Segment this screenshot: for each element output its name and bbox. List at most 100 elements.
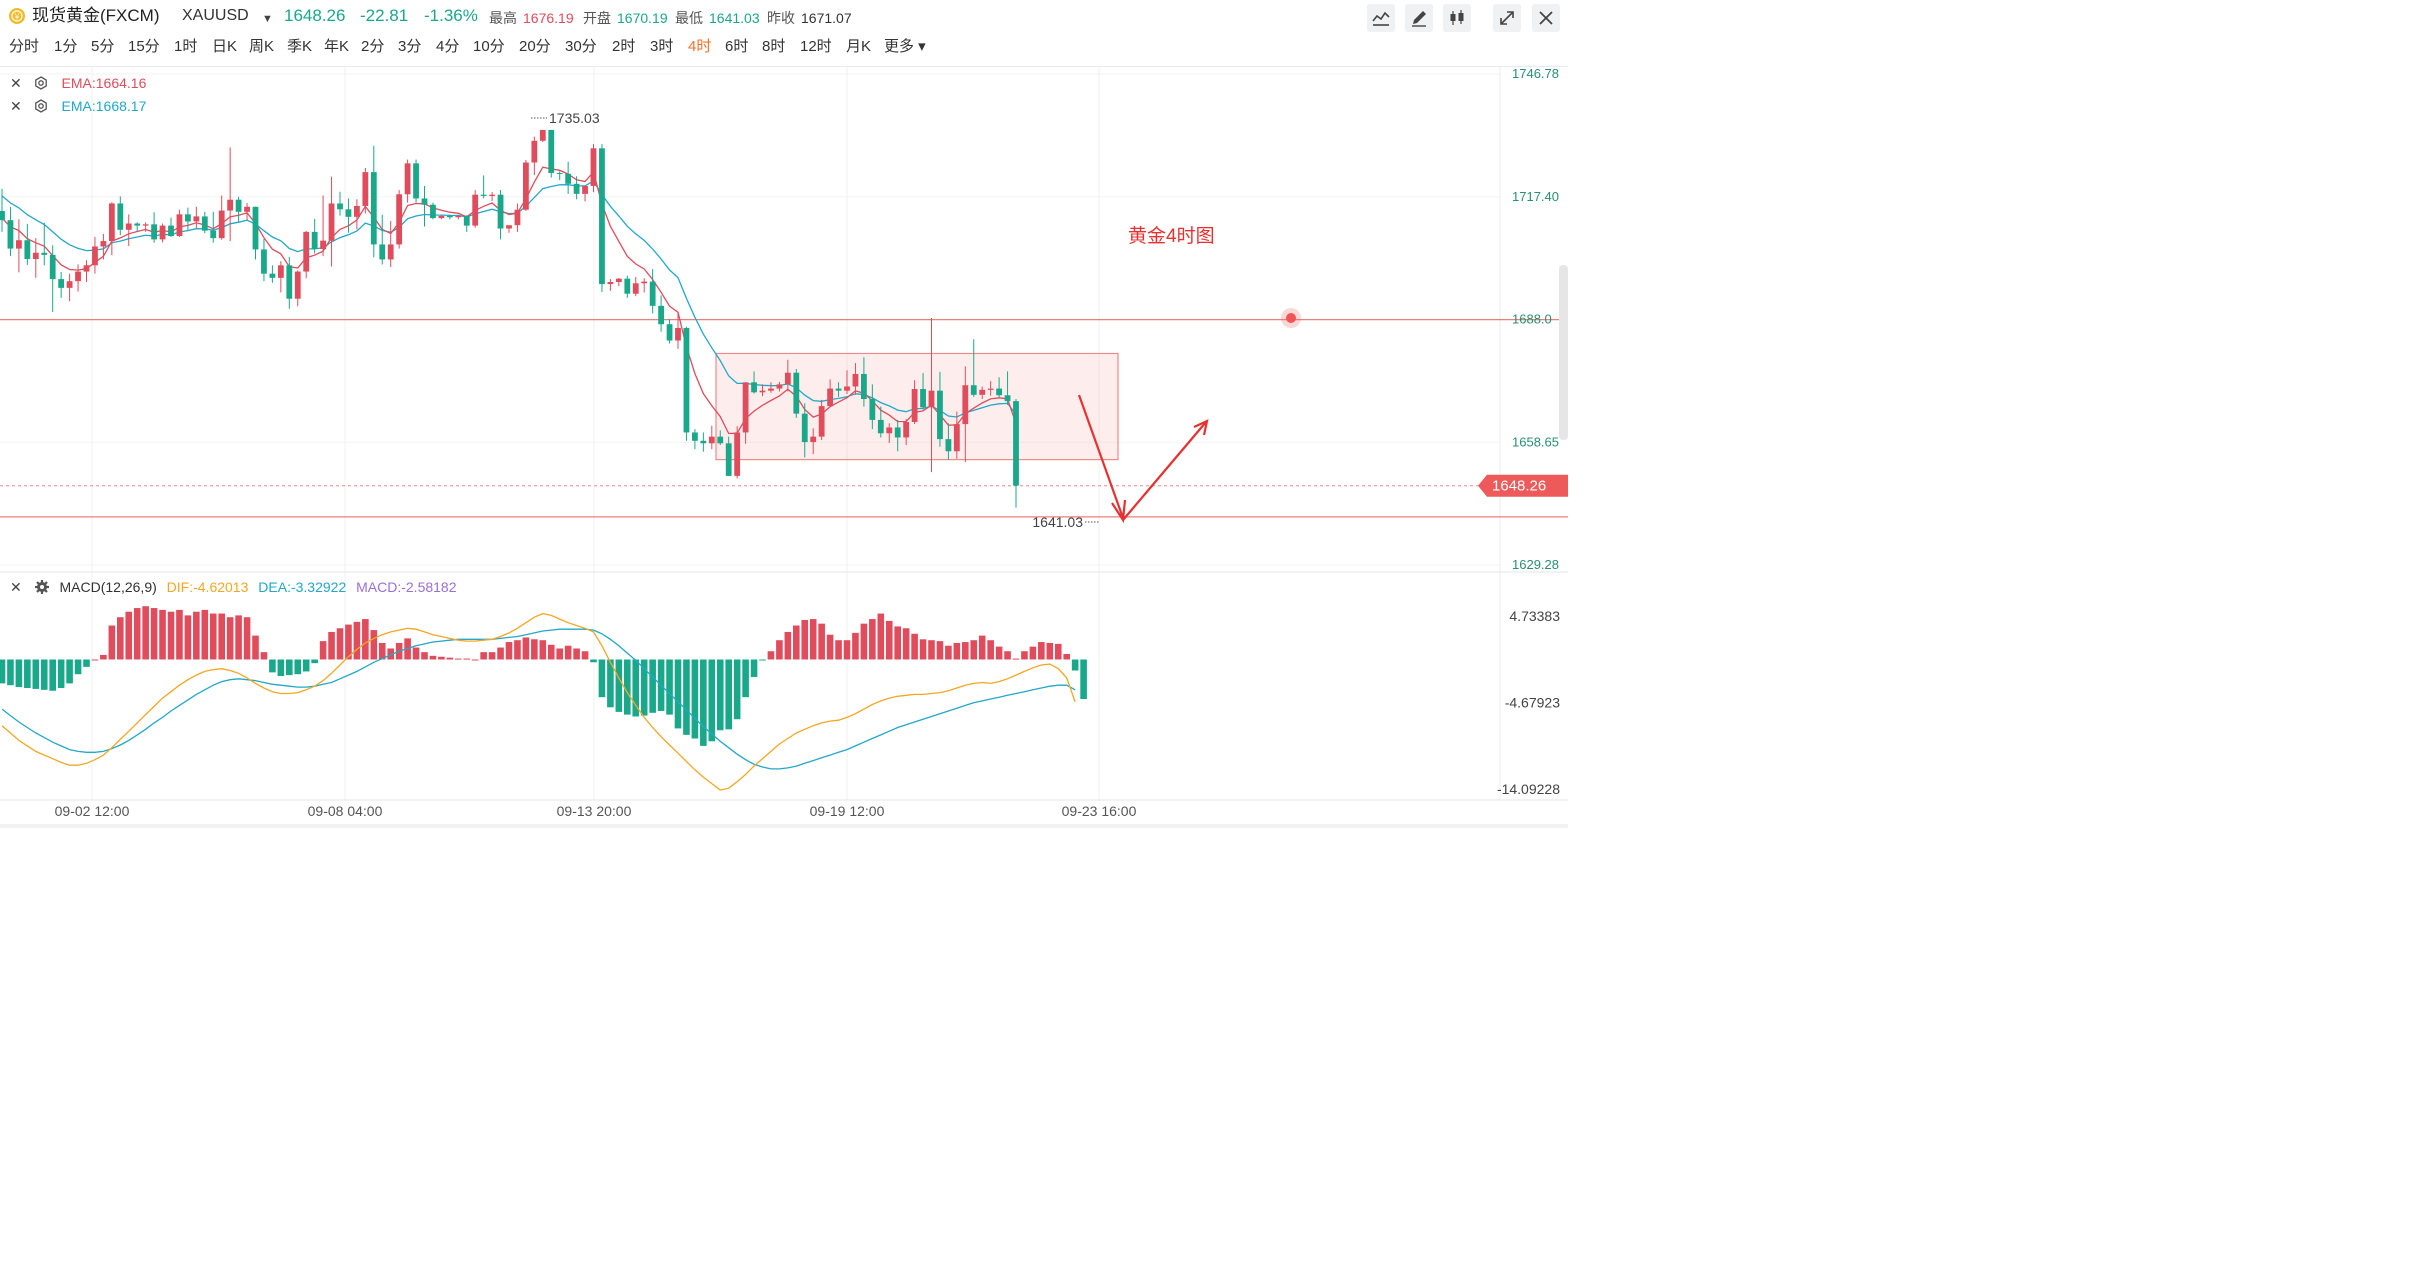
time-tick-0: 09-02 12:00 <box>55 803 130 819</box>
period-tab-3[interactable]: 15分 <box>128 38 160 55</box>
candle-40 <box>337 191 343 216</box>
price-chart[interactable]: 1735.03 1641.03 黄金4时图 1746.78 1717.40 1688.0… <box>0 0 1568 828</box>
expand-icon <box>1500 11 1514 25</box>
period-tab-12[interactable]: 10分 <box>473 38 505 55</box>
candle-body-117 <box>987 388 994 390</box>
remove-ema2-icon[interactable]: ✕ <box>10 98 22 114</box>
candle-body-99 <box>835 388 842 391</box>
candle-body-28 <box>235 199 242 212</box>
candle-body-63 <box>531 140 538 163</box>
period-tab-7[interactable]: 季K <box>287 38 313 55</box>
vertical-scrollbar[interactable] <box>1559 265 1568 440</box>
period-tab-22[interactable]: 更多 ▾ <box>884 38 926 55</box>
candle-29 <box>244 203 250 221</box>
period-tab-15[interactable]: 2时 <box>612 38 636 55</box>
macd-bar-40 <box>336 628 344 660</box>
dif-line <box>1 612 1076 791</box>
instrument-symbol[interactable]: XAUUSD <box>182 7 249 24</box>
candle-body-53 <box>446 215 453 218</box>
macd-plot <box>0 606 1087 791</box>
period-tab-20[interactable]: 12时 <box>800 38 832 55</box>
macd-bar-34 <box>286 659 293 676</box>
period-tab-10[interactable]: 3分 <box>398 38 422 55</box>
period-tab-19[interactable]: 8时 <box>762 38 786 55</box>
time-tick-2: 09-13 20:00 <box>557 803 632 819</box>
macd-bar-23 <box>193 611 200 660</box>
candle-51 <box>430 202 436 220</box>
macd-bar-37 <box>311 659 318 664</box>
macd-bar-66 <box>556 648 563 660</box>
low-value: 1641.03 <box>709 10 760 26</box>
candle-body-90 <box>759 390 766 393</box>
period-tab-2[interactable]: 5分 <box>91 38 115 55</box>
macd-bar-0 <box>0 659 6 684</box>
ema1-value: EMA:1664.16 <box>61 75 147 91</box>
macd-bar-22 <box>184 615 192 660</box>
candle-body-56 <box>472 194 479 226</box>
candle-type-button[interactable] <box>1443 4 1471 32</box>
period-tab-16[interactable]: 3时 <box>650 38 674 55</box>
settings-ema1-icon[interactable] <box>34 75 48 91</box>
candle-73 <box>615 277 622 287</box>
instrument-name[interactable]: 现货黄金(FXCM) <box>32 6 160 25</box>
macd-bar-1 <box>7 659 14 686</box>
macd-bar-53 <box>446 657 454 660</box>
macd-bar-110 <box>928 640 935 660</box>
candle-body-50 <box>421 198 428 205</box>
price-tick-3: 1658.65 <box>1512 434 1559 449</box>
period-tab-13[interactable]: 20分 <box>519 38 551 55</box>
macd-bar-67 <box>564 645 572 660</box>
candle-body-12 <box>100 241 107 247</box>
macd-bar-30 <box>252 635 259 660</box>
candle-65 <box>548 129 555 178</box>
open-label: 开盘 <box>583 10 611 26</box>
fullscreen-button[interactable] <box>1493 4 1521 32</box>
candle-body-78 <box>658 305 664 325</box>
period-tab-11[interactable]: 4分 <box>436 38 460 55</box>
candle-80 <box>675 312 681 349</box>
period-tab-17[interactable]: 4时 <box>688 38 712 55</box>
draw-button[interactable] <box>1405 4 1433 32</box>
indicator-button[interactable] <box>1367 4 1395 32</box>
macd-bar-72 <box>607 659 614 708</box>
candle-body-71 <box>599 148 605 285</box>
period-tab-1[interactable]: 1分 <box>54 38 78 55</box>
candle-75 <box>632 277 639 297</box>
close-chart-button[interactable] <box>1532 4 1560 32</box>
macd-bar-107 <box>902 628 910 660</box>
candle-body-108 <box>911 388 918 423</box>
macd-bar-11 <box>91 659 99 661</box>
settings-macd-icon[interactable] <box>34 579 50 595</box>
candle-110 <box>928 317 935 473</box>
remove-ema1-icon[interactable]: ✕ <box>10 75 22 91</box>
macd-bar-27 <box>226 617 234 660</box>
macd-bar-104 <box>877 613 885 660</box>
macd-bar-120 <box>1012 658 1020 660</box>
candle-47 <box>396 190 403 249</box>
low-label: 最低 <box>675 10 703 26</box>
candle-78 <box>658 295 664 332</box>
symbol-dropdown-icon[interactable]: ▼ <box>262 13 273 25</box>
period-tab-18[interactable]: 6时 <box>725 38 749 55</box>
price-change-percent: -1.36% <box>424 6 478 25</box>
period-tab-21[interactable]: 月K <box>846 38 872 55</box>
candle-body-37 <box>311 231 318 250</box>
period-tab-14[interactable]: 30分 <box>565 38 597 55</box>
up-arrow-head <box>1193 419 1209 436</box>
alert-marker-inner <box>1286 313 1296 323</box>
remove-macd-icon[interactable]: ✕ <box>10 579 22 595</box>
candle-body-65 <box>548 129 555 173</box>
period-tab-0[interactable]: 分时 <box>9 38 40 55</box>
candle-body-82 <box>692 432 698 441</box>
settings-ema2-icon[interactable] <box>34 98 48 114</box>
candle-98 <box>827 379 833 407</box>
period-tab-5[interactable]: 日K <box>212 38 238 55</box>
period-tab-4[interactable]: 1时 <box>174 38 198 55</box>
candle-body-6 <box>49 254 56 280</box>
period-tab-9[interactable]: 2分 <box>361 38 385 55</box>
candle-36 <box>303 231 310 279</box>
period-tab-8[interactable]: 年K <box>324 38 350 55</box>
candle-54 <box>455 214 462 220</box>
period-tab-6[interactable]: 周K <box>249 38 275 55</box>
dif-value: DIF:-4.62013 <box>166 579 249 595</box>
